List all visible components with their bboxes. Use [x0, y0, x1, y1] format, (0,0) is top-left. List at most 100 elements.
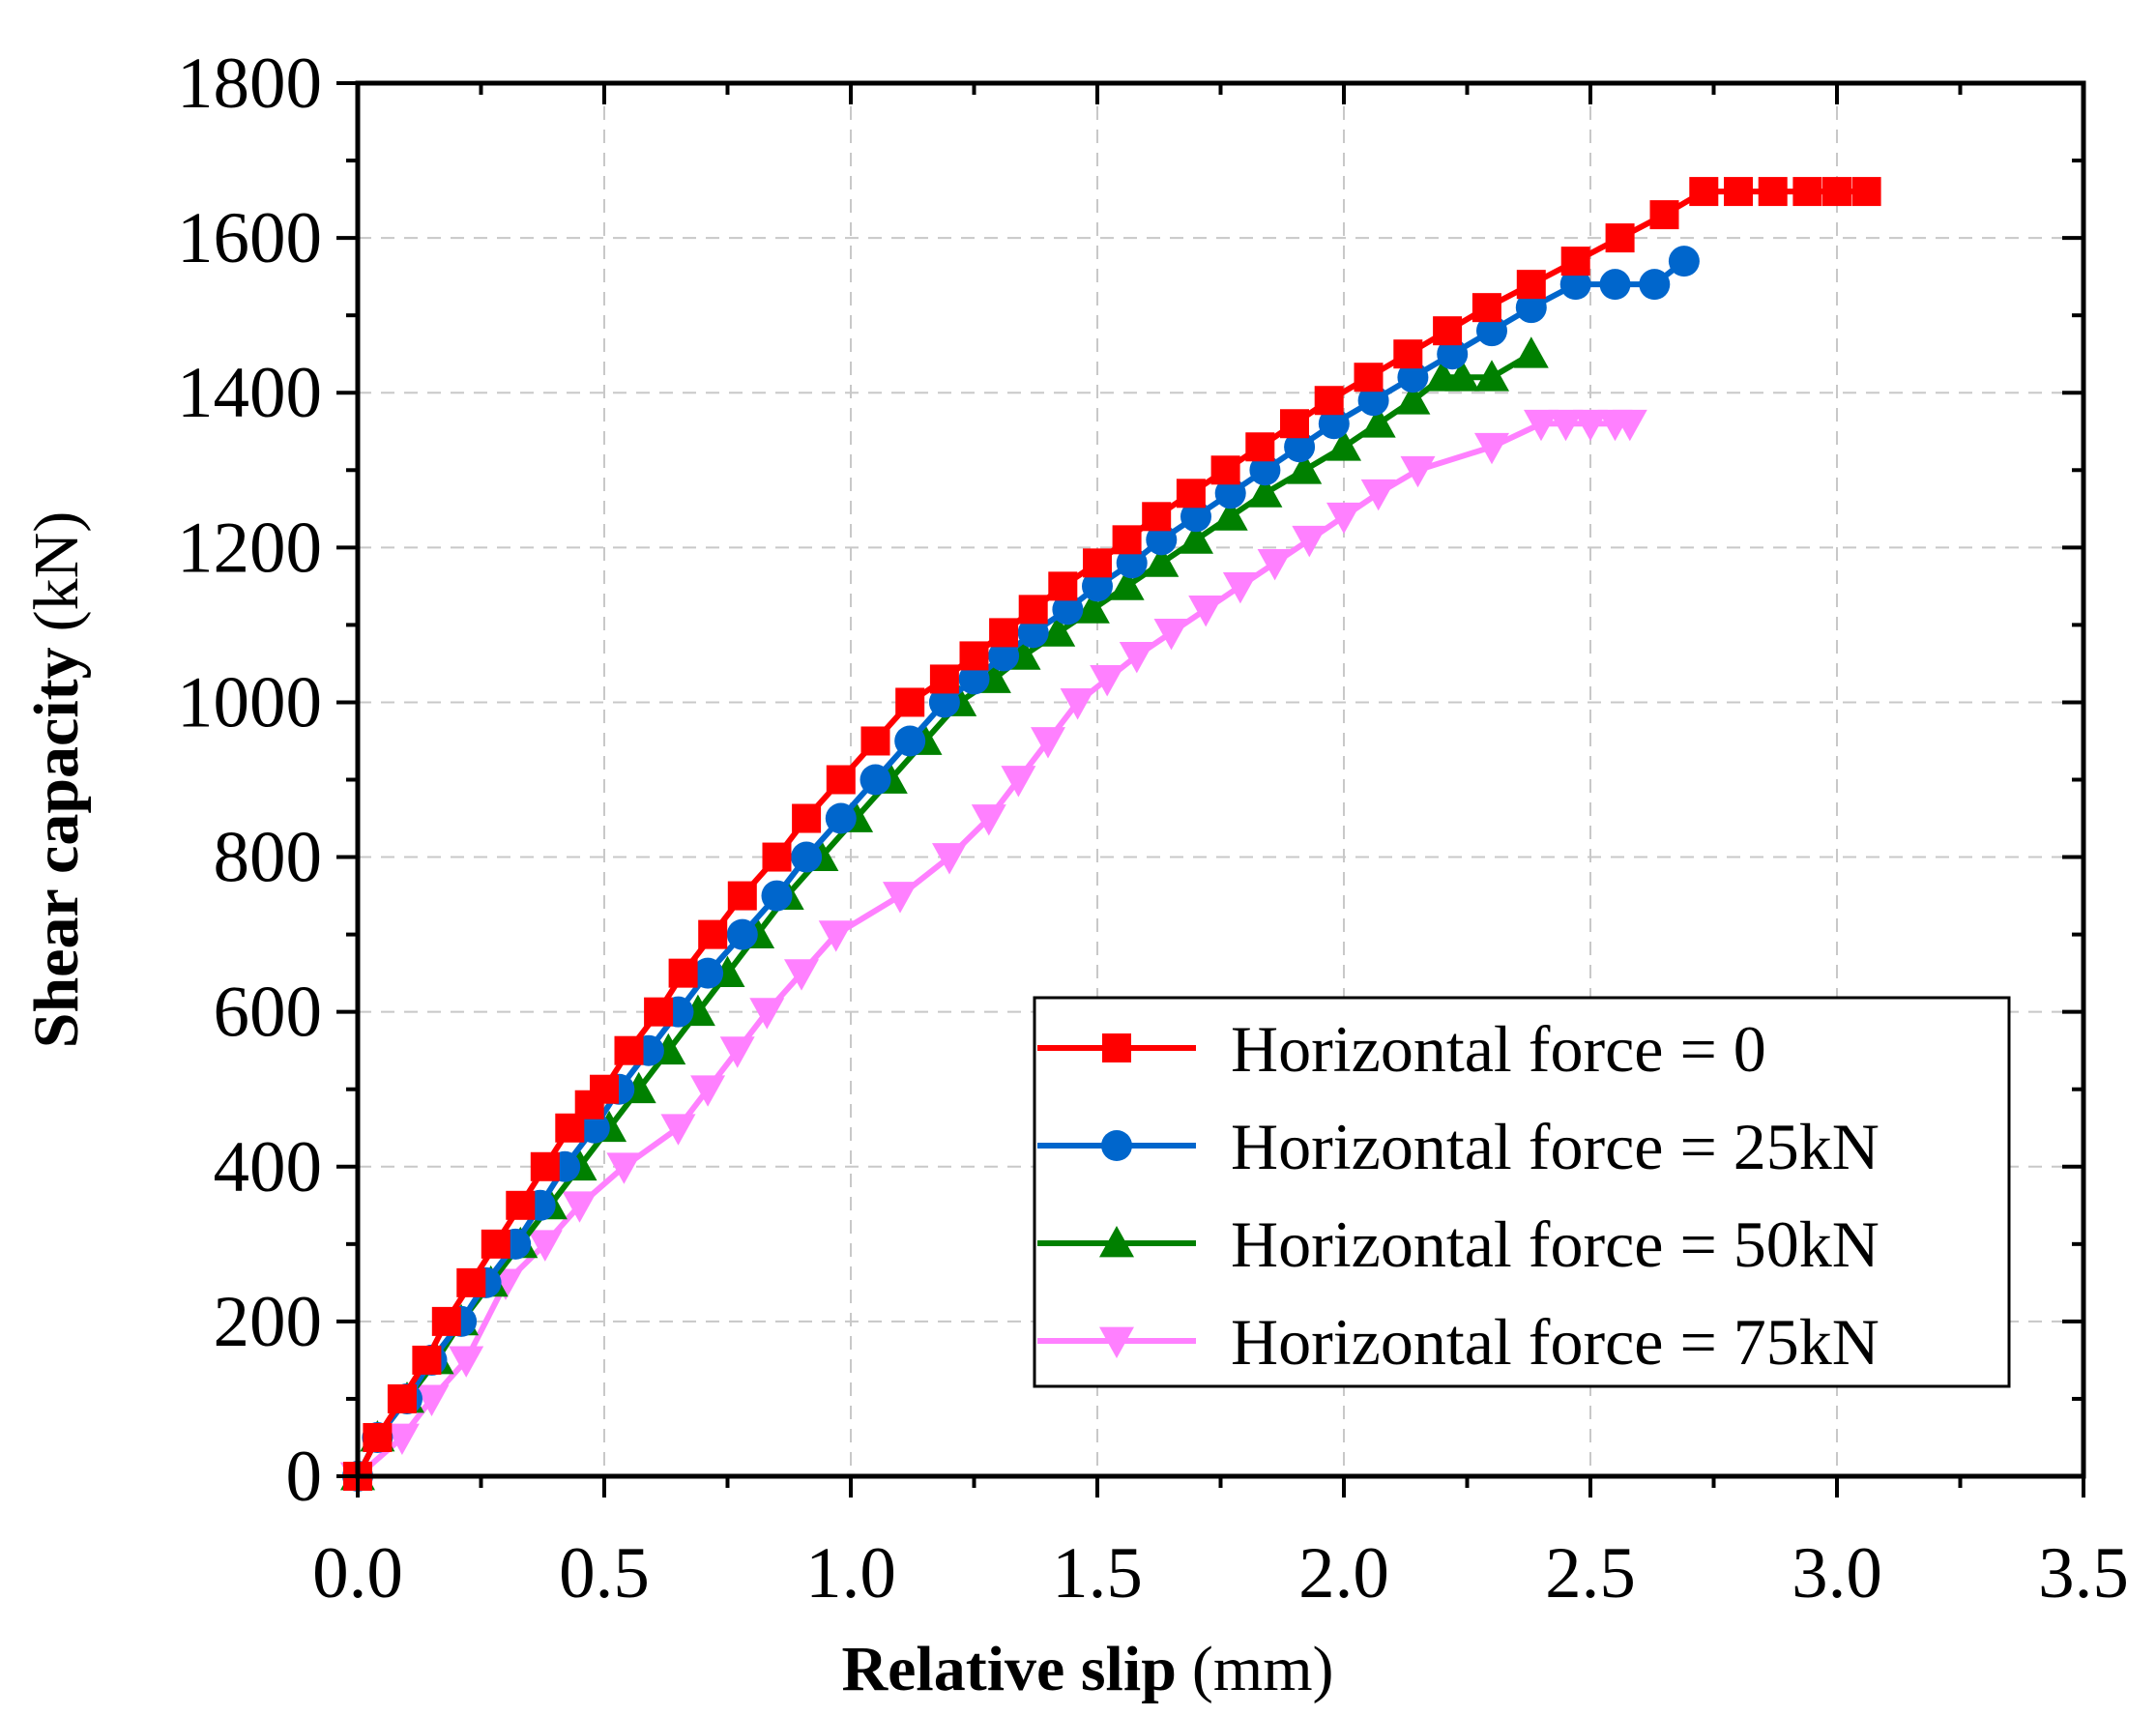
y-axis-title: Shear capacity (kN) — [21, 511, 92, 1049]
data-point — [1612, 409, 1647, 442]
data-point — [644, 997, 674, 1027]
data-point — [1247, 476, 1283, 508]
legend-item: Horizontal force = 50kN — [1037, 1207, 1879, 1281]
y-tick-label: 800 — [214, 818, 323, 898]
data-point — [1144, 545, 1180, 577]
data-point — [590, 1074, 619, 1104]
data-point — [692, 957, 724, 989]
data-point — [988, 640, 1020, 672]
y-axis-title-unit: (kN) — [21, 511, 92, 632]
data-point — [387, 1383, 417, 1413]
data-point — [660, 1114, 696, 1146]
series-4 — [340, 409, 1647, 1494]
y-tick-label: 1600 — [177, 198, 322, 278]
data-point — [932, 843, 967, 875]
axis-tick-labels: 0.0 0.5 1.0 1.5 2.0 2.5 3.0 3.5 0 200 400 600 800 100… — [177, 44, 2129, 1614]
data-point — [1548, 409, 1584, 442]
data-point — [1476, 315, 1507, 347]
data-point — [1524, 409, 1559, 442]
data-point — [958, 663, 990, 695]
data-point — [1116, 547, 1148, 579]
data-point — [1573, 409, 1608, 442]
data-point — [562, 1191, 597, 1223]
data-point — [1180, 501, 1211, 533]
data-point — [1018, 595, 1048, 625]
data-point — [1222, 571, 1258, 604]
data-point — [1017, 617, 1049, 649]
data-point — [1471, 293, 1501, 323]
data-point — [1397, 362, 1429, 393]
data-point — [1212, 499, 1248, 531]
data-point — [1822, 177, 1851, 207]
data-point — [606, 1152, 642, 1184]
data-point — [1210, 455, 1240, 485]
x-axis-title: Relative slip (mm) — [841, 1634, 1333, 1704]
data-point — [1437, 338, 1469, 370]
data-point — [1599, 269, 1631, 301]
legend-marker — [1099, 1226, 1134, 1258]
data-point — [1280, 409, 1309, 439]
data-point — [1516, 270, 1546, 300]
data-point — [894, 725, 926, 757]
data-point — [1090, 665, 1125, 697]
data-point — [506, 1190, 536, 1220]
data-point — [1074, 592, 1110, 624]
data-point — [792, 803, 822, 833]
data-point — [1284, 431, 1316, 463]
legend: Horizontal force = 0 Horizontal force = 2… — [1033, 996, 2011, 1388]
y-tick-label: 1800 — [177, 44, 322, 124]
data-point — [1176, 479, 1206, 509]
data-point — [690, 1075, 726, 1107]
data-point — [726, 918, 758, 950]
data-point — [1292, 525, 1327, 558]
x-axis-title-unit: (mm) — [1192, 1634, 1334, 1704]
y-tick-label: 1000 — [177, 662, 322, 742]
data-point — [1724, 177, 1753, 207]
data-point — [1649, 200, 1679, 230]
data-point — [959, 641, 989, 671]
data-point — [971, 804, 1006, 836]
data-point — [1851, 177, 1881, 207]
data-point — [1444, 360, 1480, 392]
data-point — [1605, 223, 1635, 253]
data-point — [363, 1422, 393, 1452]
data-point — [668, 958, 698, 988]
data-point — [1142, 502, 1172, 532]
data-point — [1287, 452, 1323, 484]
legend-item: Horizontal force = 0 — [1037, 1012, 1766, 1086]
data-point — [456, 1267, 486, 1297]
data-point — [1326, 429, 1361, 461]
data-point — [883, 882, 918, 914]
data-point — [860, 726, 890, 756]
y-axis-title-bold: Shear capacity — [21, 647, 92, 1048]
data-point — [1031, 727, 1065, 759]
data-point — [1040, 615, 1076, 647]
data-point — [1559, 269, 1591, 301]
legend-label: Horizontal force = 25kN — [1231, 1110, 1879, 1183]
y-tick-label: 0 — [286, 1437, 323, 1517]
data-point — [749, 998, 785, 1030]
data-point — [761, 880, 793, 912]
data-point — [1052, 594, 1084, 625]
data-point — [928, 686, 960, 718]
data-point — [1314, 386, 1344, 416]
data-point — [784, 959, 819, 991]
data-point — [1214, 478, 1246, 509]
data-point — [762, 842, 792, 872]
data-point — [1474, 360, 1509, 392]
legend-box — [1033, 996, 2011, 1388]
data-point — [1179, 522, 1213, 554]
data-point — [527, 1230, 563, 1262]
x-tick-label: 3.0 — [1792, 1533, 1882, 1614]
data-point — [929, 664, 959, 694]
data-point — [431, 1306, 461, 1336]
data-point — [1109, 568, 1145, 600]
data-point — [1792, 177, 1822, 207]
data-point — [1082, 570, 1113, 602]
axis-ticks — [336, 81, 2085, 1498]
x-tick-label: 1.0 — [805, 1533, 896, 1614]
legend-label: Horizontal force = 75kN — [1231, 1305, 1879, 1379]
data-point — [1474, 432, 1509, 465]
data-point — [414, 1384, 450, 1416]
